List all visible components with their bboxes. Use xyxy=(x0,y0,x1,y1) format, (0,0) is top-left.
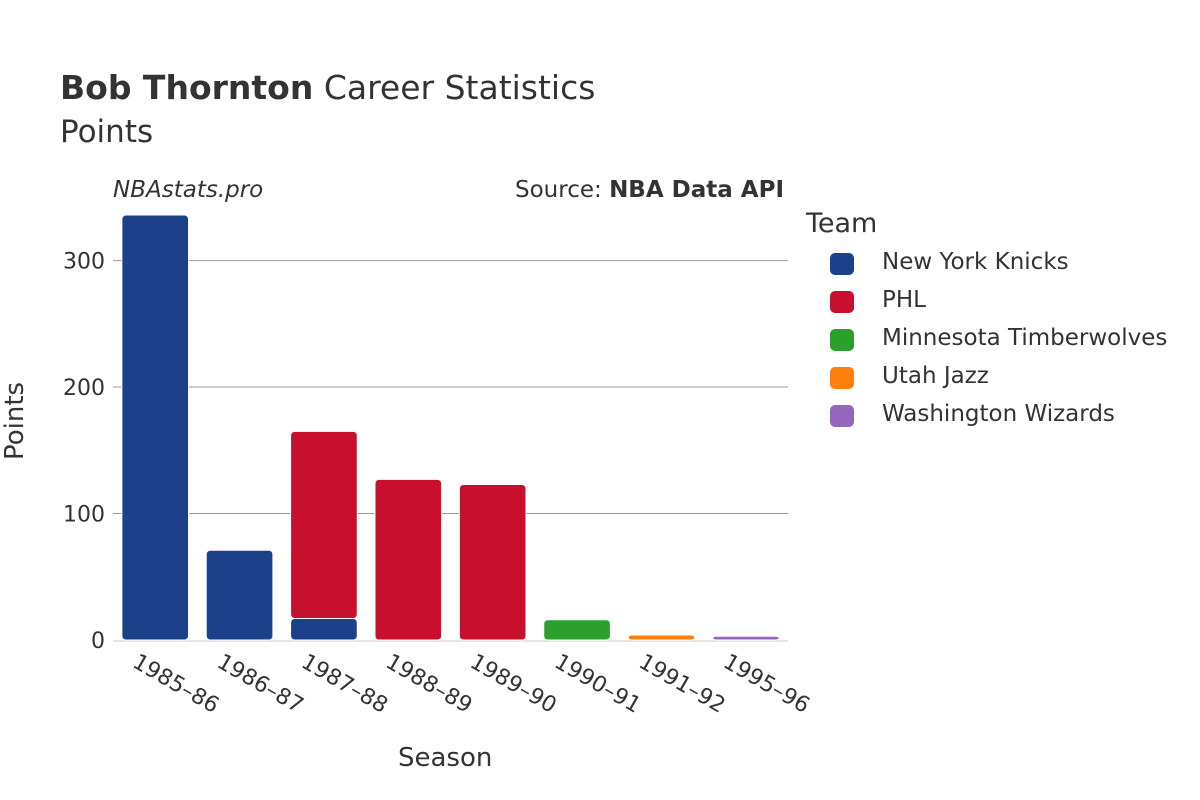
legend-item[interactable]: Utah Jazz xyxy=(806,359,989,397)
y-tick-label: 200 xyxy=(63,376,105,401)
legend-swatch xyxy=(830,253,854,275)
legend-label: Utah Jazz xyxy=(882,363,989,389)
chart-title: Bob Thornton Career Statistics xyxy=(60,66,595,110)
legend-label: Washington Wizards xyxy=(882,401,1115,427)
y-tick-label: 300 xyxy=(63,250,105,275)
source-name: NBA Data API xyxy=(609,177,784,203)
bar-segment[interactable] xyxy=(121,214,190,641)
legend-swatch xyxy=(830,291,854,313)
bar-segment[interactable] xyxy=(374,478,443,641)
bar-segment[interactable] xyxy=(290,430,358,619)
legend-item[interactable]: Washington Wizards xyxy=(806,397,1115,435)
legend-label: PHL xyxy=(882,287,926,313)
legend-item[interactable]: PHL xyxy=(806,283,926,321)
legend-swatch xyxy=(830,329,854,351)
bar-segment[interactable] xyxy=(290,618,358,641)
legend-item[interactable]: New York Knicks xyxy=(806,245,1069,283)
watermark: NBAstats.pro xyxy=(113,177,264,203)
x-axis-label: Season xyxy=(398,743,493,773)
x-tick-label: 1991–92 xyxy=(634,650,729,719)
chart-subtitle: Points xyxy=(60,114,154,150)
legend-item[interactable]: Minnesota Timberwolves xyxy=(806,321,1167,359)
bar-segment[interactable] xyxy=(458,483,527,641)
x-tick-label: 1990–91 xyxy=(550,650,645,719)
y-axis-label: Points xyxy=(0,381,30,460)
x-tick-label: 1986–87 xyxy=(213,650,308,719)
x-tick-label: 1988–89 xyxy=(381,650,476,719)
x-tick-label: 1985–86 xyxy=(128,650,223,719)
y-tick-label: 100 xyxy=(63,503,105,528)
legend-title: Team xyxy=(806,208,878,239)
source-credit: Source: NBA Data API xyxy=(515,177,784,203)
bar-segment[interactable] xyxy=(711,635,780,641)
title-suffix: Career Statistics xyxy=(313,68,596,107)
x-tick-label: 1995–96 xyxy=(719,650,814,719)
legend: Team New York Knicks PHL Minnesota Timberw… xyxy=(806,208,1167,435)
bar-segment[interactable] xyxy=(627,634,696,641)
title-player-name: Bob Thornton xyxy=(60,68,314,107)
legend-swatch xyxy=(830,367,854,389)
x-tick-label: 1987–88 xyxy=(297,650,392,719)
legend-label: New York Knicks xyxy=(882,249,1069,275)
bar-segment[interactable] xyxy=(543,619,611,641)
source-prefix: Source: xyxy=(515,177,610,203)
x-tick-label: 1989–90 xyxy=(466,650,561,719)
bar-segment[interactable] xyxy=(205,549,274,641)
legend-swatch xyxy=(830,405,854,427)
legend-label: Minnesota Timberwolves xyxy=(882,325,1168,351)
y-tick-label: 0 xyxy=(91,629,105,654)
